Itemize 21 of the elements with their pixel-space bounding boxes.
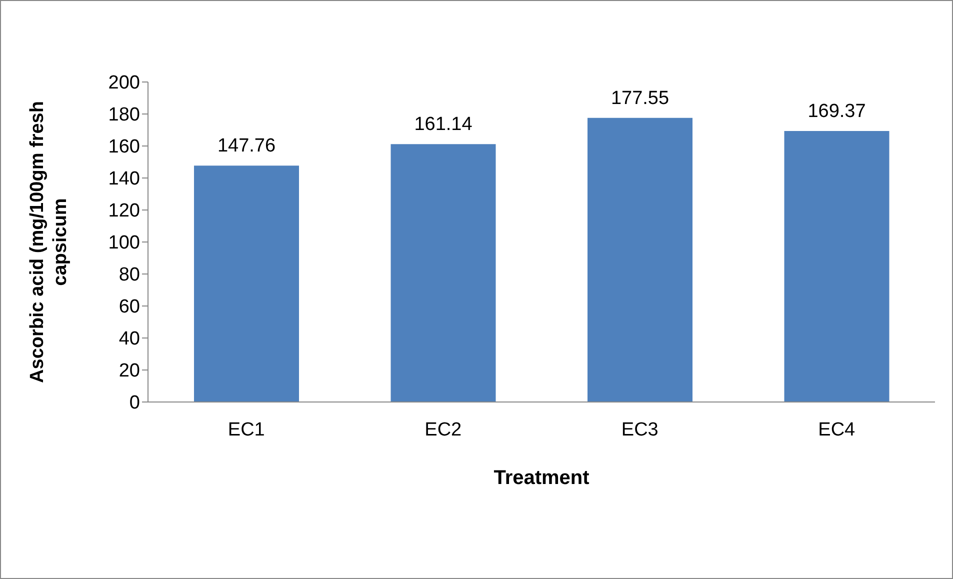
data-label: 169.37 [808,101,866,122]
y-tick-label: 60 [118,296,140,318]
y-tick-label: 40 [118,328,140,350]
y-tick-label: 140 [108,168,140,190]
data-label: 161.14 [414,114,473,136]
y-axis-title: Ascorbic acid (mg/100gm fresh capsicum [27,101,71,383]
x-tick-label: EC2 [424,419,462,440]
y-tick-label: 180 [108,104,140,126]
y-tick-label: 100 [108,232,140,254]
y-tick-label: 80 [118,264,140,286]
data-label: 177.55 [610,88,670,109]
x-tick-label: EC1 [228,419,265,440]
y-tick-label: 120 [108,200,140,222]
y-tick-label: 0 [129,392,140,414]
x-tick-label: EC4 [818,419,856,440]
y-tick-label: 20 [118,360,140,382]
y-tick-label: 160 [108,136,140,158]
x-axis-title: Treatment [494,467,590,489]
x-tick-label: EC3 [621,419,658,440]
data-label: 147.76 [217,136,276,157]
y-tick-label: 200 [108,72,140,94]
